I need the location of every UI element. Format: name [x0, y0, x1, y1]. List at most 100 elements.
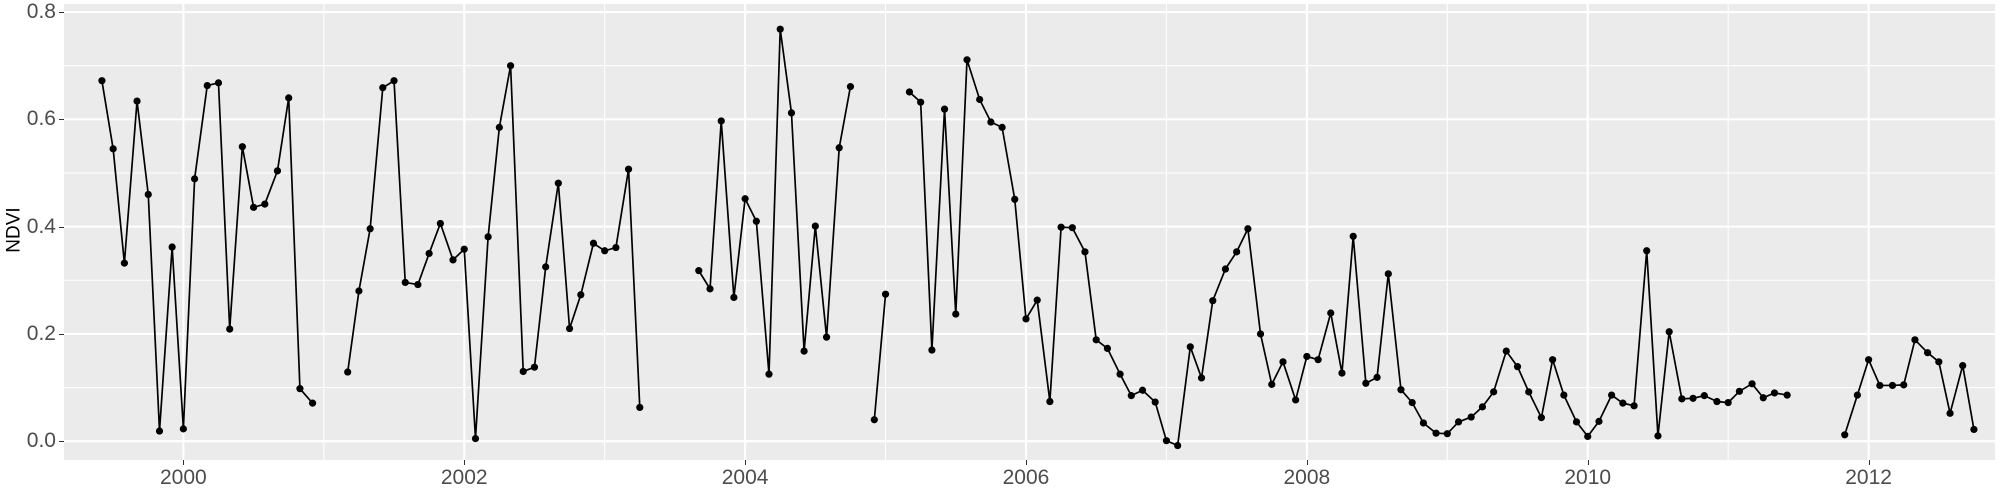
data-point	[1513, 363, 1522, 371]
x-axis-tick-mark	[1306, 460, 1308, 465]
data-line	[873, 293, 887, 421]
y-axis-tick-mark	[59, 441, 64, 443]
data-point	[601, 247, 609, 255]
data-line	[908, 58, 1789, 447]
data-point	[1678, 395, 1686, 403]
data-point	[1900, 381, 1908, 389]
x-axis-tick-mark	[1868, 460, 1870, 465]
x-axis-tick-mark	[745, 460, 747, 465]
data-point	[1502, 347, 1510, 355]
data-point	[1549, 356, 1557, 364]
data-point	[987, 118, 995, 126]
data-point	[1970, 425, 1978, 434]
data-point	[1537, 414, 1545, 422]
data-point	[730, 293, 738, 302]
data-point	[1419, 419, 1428, 427]
data-point	[1560, 391, 1568, 399]
data-point	[976, 95, 984, 104]
y-axis-tick-mark	[59, 333, 64, 335]
data-point	[1162, 437, 1171, 445]
data-point	[214, 79, 223, 87]
data-point	[1584, 432, 1592, 440]
data-point	[765, 370, 773, 378]
data-point	[1946, 409, 1954, 417]
data-point	[846, 83, 855, 91]
data-point	[1713, 397, 1721, 406]
data-point	[308, 399, 317, 407]
data-point	[191, 175, 199, 183]
data-point	[870, 416, 878, 424]
data-point	[1279, 358, 1287, 366]
data-point	[238, 143, 246, 151]
data-point	[1103, 344, 1112, 353]
data-point	[1186, 343, 1194, 351]
data-point	[1911, 336, 1919, 344]
data-point	[133, 97, 141, 105]
data-point	[741, 195, 749, 203]
data-point	[1268, 380, 1276, 388]
x-axis-tick-mark	[1025, 460, 1027, 465]
data-point	[1770, 389, 1779, 397]
data-point	[1735, 387, 1744, 395]
y-axis-tick-label: 0.2	[26, 321, 56, 345]
data-point	[1033, 296, 1041, 304]
data-point	[1748, 380, 1756, 388]
data-point	[695, 267, 703, 275]
data-point	[1572, 418, 1581, 426]
x-axis-tick-label: 2012	[1845, 466, 1892, 489]
x-axis-tick-label: 2004	[721, 466, 769, 489]
data-line	[697, 28, 852, 376]
data-point	[495, 123, 503, 131]
data-point	[1349, 232, 1357, 240]
data-point	[519, 367, 527, 376]
data-point	[905, 88, 914, 96]
x-axis-tick-label: 2006	[1002, 466, 1050, 489]
y-axis-tick-mark	[59, 226, 64, 228]
y-axis-tick-mark	[59, 119, 64, 121]
data-point	[881, 290, 890, 298]
data-point	[1841, 431, 1849, 439]
data-point	[179, 425, 187, 433]
data-point	[168, 243, 176, 251]
data-point	[787, 109, 796, 117]
data-point	[1783, 391, 1791, 399]
data-point	[1876, 381, 1884, 390]
data-point	[1046, 397, 1054, 406]
data-point	[624, 165, 633, 173]
data-point	[706, 285, 714, 293]
data-point	[120, 259, 128, 267]
y-axis-tick-label: 0.0	[26, 429, 56, 453]
data-point	[1384, 270, 1392, 278]
plot-canvas	[64, 4, 1995, 460]
data-point	[1759, 394, 1767, 402]
data-point	[1665, 328, 1673, 336]
plot-panel	[64, 4, 1995, 460]
data-point	[1619, 399, 1627, 407]
data-point	[1853, 391, 1861, 399]
data-point	[1643, 247, 1651, 255]
data-point	[1700, 392, 1708, 400]
data-point	[1362, 379, 1370, 387]
data-point	[1432, 429, 1440, 437]
data-point	[963, 56, 971, 64]
data-point	[1373, 373, 1381, 381]
data-point	[1314, 356, 1322, 364]
data-point	[1454, 418, 1463, 426]
data-point	[776, 25, 784, 33]
data-point	[226, 325, 234, 333]
data-point	[800, 347, 808, 355]
y-axis-tick-label: 0.4	[26, 214, 56, 238]
data-point	[273, 167, 282, 175]
y-axis-tick-mark	[59, 12, 64, 14]
data-point	[344, 368, 352, 376]
data-point	[565, 324, 574, 333]
data-point	[1011, 195, 1019, 203]
data-point	[1467, 413, 1475, 421]
data-point	[1292, 396, 1300, 404]
data-point	[1888, 381, 1897, 390]
data-point	[811, 222, 819, 230]
x-axis-tick-label: 2000	[160, 466, 207, 489]
data-line	[1843, 338, 1975, 436]
data-point	[1525, 388, 1533, 396]
